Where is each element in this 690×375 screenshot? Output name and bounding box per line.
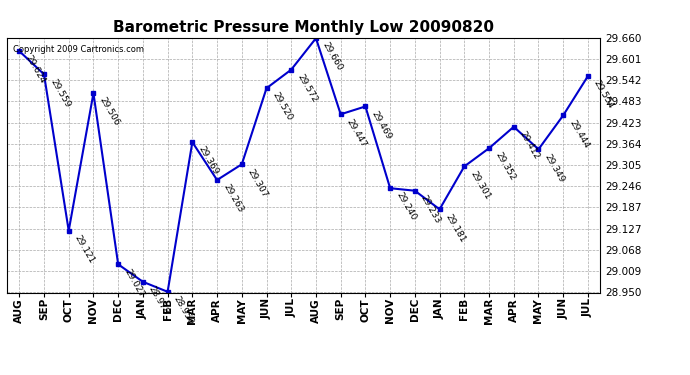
- Text: 29.520: 29.520: [270, 91, 294, 123]
- Text: 29.349: 29.349: [542, 152, 566, 184]
- Text: 29.506: 29.506: [97, 96, 121, 128]
- Text: 29.624: 29.624: [23, 54, 47, 86]
- Text: 28.950: 28.950: [172, 295, 195, 326]
- Text: 29.027: 29.027: [122, 267, 146, 299]
- Text: 29.559: 29.559: [48, 77, 72, 109]
- Text: 29.444: 29.444: [567, 118, 591, 150]
- Text: 29.554: 29.554: [592, 79, 615, 111]
- Text: Copyright 2009 Cartronics.com: Copyright 2009 Cartronics.com: [13, 45, 144, 54]
- Text: 28.978: 28.978: [147, 285, 170, 316]
- Text: 29.181: 29.181: [444, 212, 467, 244]
- Text: 29.572: 29.572: [295, 72, 319, 104]
- Text: 29.412: 29.412: [518, 130, 542, 161]
- Text: 29.240: 29.240: [394, 191, 417, 222]
- Text: 29.352: 29.352: [493, 151, 517, 183]
- Text: 29.301: 29.301: [469, 169, 492, 201]
- Text: 29.369: 29.369: [197, 145, 220, 177]
- Text: 29.660: 29.660: [320, 41, 344, 73]
- Text: 29.263: 29.263: [221, 183, 245, 214]
- Text: 29.121: 29.121: [73, 234, 97, 265]
- Title: Barometric Pressure Monthly Low 20090820: Barometric Pressure Monthly Low 20090820: [113, 20, 494, 35]
- Text: 29.469: 29.469: [370, 109, 393, 141]
- Text: 29.447: 29.447: [345, 117, 368, 148]
- Text: 29.307: 29.307: [246, 167, 270, 199]
- Text: 29.233: 29.233: [419, 194, 442, 225]
